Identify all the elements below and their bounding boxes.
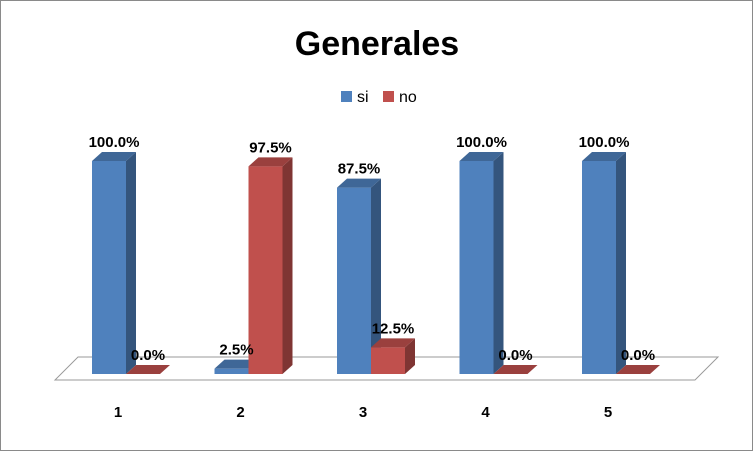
bar-no-3: [371, 338, 415, 374]
data-label-no-3: 12.5%: [372, 320, 415, 337]
bar-si-5: [582, 152, 626, 374]
x-tick-label-1: 1: [114, 404, 122, 421]
data-label-no-2: 97.5%: [249, 139, 292, 156]
bar-si-4: [459, 152, 504, 374]
legend-swatch-si: [341, 91, 352, 102]
bar-si-1: [92, 152, 136, 374]
bar-no-5: [616, 365, 660, 375]
x-axis-ticks: 1 2 3 4 5: [114, 404, 612, 421]
data-labels: 100.0% 0.0% 2.5% 97.5% 87.5% 12.5% 100.0% 0.0% 1…: [89, 134, 656, 364]
x-tick-label-5: 5: [604, 404, 612, 421]
legend-label-si: si: [357, 89, 369, 106]
data-label-si-4: 100.0%: [456, 134, 507, 151]
data-label-no-5: 0.0%: [621, 347, 655, 364]
legend-swatch-no: [383, 91, 394, 102]
bar-no-2: [248, 157, 293, 374]
x-tick-label-4: 4: [481, 404, 490, 421]
x-tick-label-2: 2: [236, 404, 244, 421]
bar-no-1: [126, 365, 170, 375]
legend: si no: [341, 89, 417, 106]
chart-title: Generales: [295, 25, 459, 63]
data-label-si-5: 100.0%: [579, 134, 630, 151]
data-label-no-1: 0.0%: [131, 347, 165, 364]
data-label-si-1: 100.0%: [89, 134, 140, 151]
bar-no-4: [493, 365, 538, 375]
bar-si-3: [337, 178, 381, 374]
x-tick-label-3: 3: [359, 404, 367, 421]
legend-label-no: no: [399, 89, 417, 106]
data-label-si-2: 2.5%: [219, 342, 253, 359]
bars: [92, 152, 660, 375]
data-label-si-3: 87.5%: [338, 161, 381, 178]
data-label-no-4: 0.0%: [498, 347, 532, 364]
